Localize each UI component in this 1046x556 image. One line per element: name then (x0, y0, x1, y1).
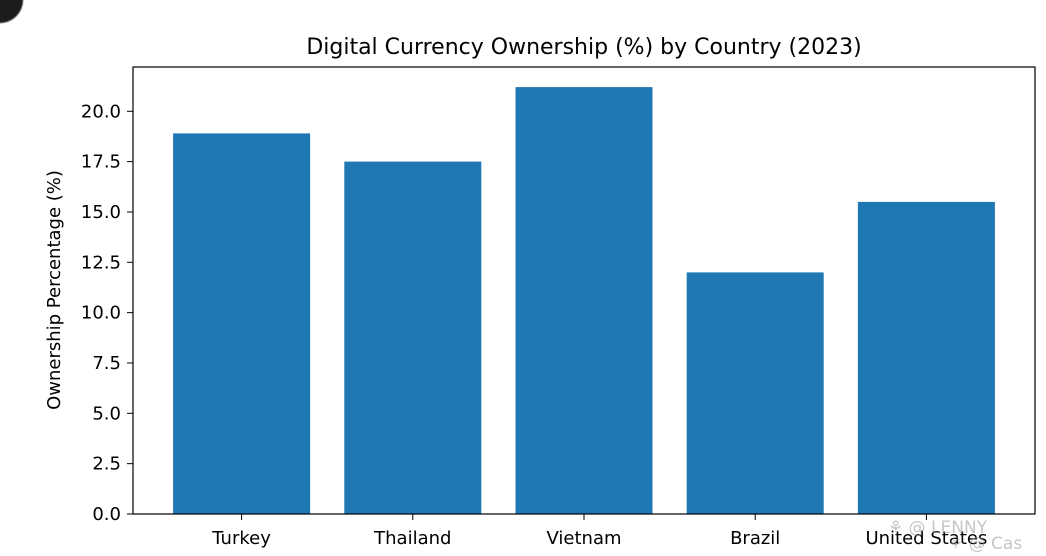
y-tick-label: 5.0 (92, 403, 121, 424)
y-ticks-group: 0.0 2.5 5.0 7.5 10.0 12.5 15.0 17.5 20.0 (81, 101, 133, 525)
bar-brazil (686, 272, 824, 514)
x-tick-label: United States (865, 528, 987, 549)
y-tick-label: 12.5 (81, 252, 121, 273)
bar-united-states (857, 201, 995, 514)
chart-title: Digital Currency Ownership (%) by Countr… (306, 35, 861, 60)
x-tick-label: Brazil (730, 528, 780, 549)
y-tick-label: 15.0 (81, 202, 121, 223)
bar-thailand (344, 161, 482, 514)
y-tick-label: 2.5 (92, 454, 121, 475)
window-corner (0, 0, 40, 40)
y-axis-label: Ownership Percentage (%) (44, 170, 65, 410)
x-tick-label: Thailand (373, 528, 451, 549)
y-tick-label: 17.5 (81, 152, 121, 173)
x-tick-label: Vietnam (546, 528, 621, 549)
bars-group (173, 87, 995, 514)
bar-vietnam (515, 87, 653, 514)
plot-frame (132, 66, 1036, 515)
bar-turkey (173, 133, 311, 514)
y-tick-label: 0.0 (92, 504, 121, 525)
y-tick-label: 20.0 (81, 101, 121, 122)
x-ticks-group: Turkey Thailand Vietnam Brazil United States (211, 514, 987, 549)
x-tick-label: Turkey (211, 528, 271, 549)
y-tick-label: 7.5 (92, 353, 121, 374)
y-tick-label: 10.0 (81, 303, 121, 324)
